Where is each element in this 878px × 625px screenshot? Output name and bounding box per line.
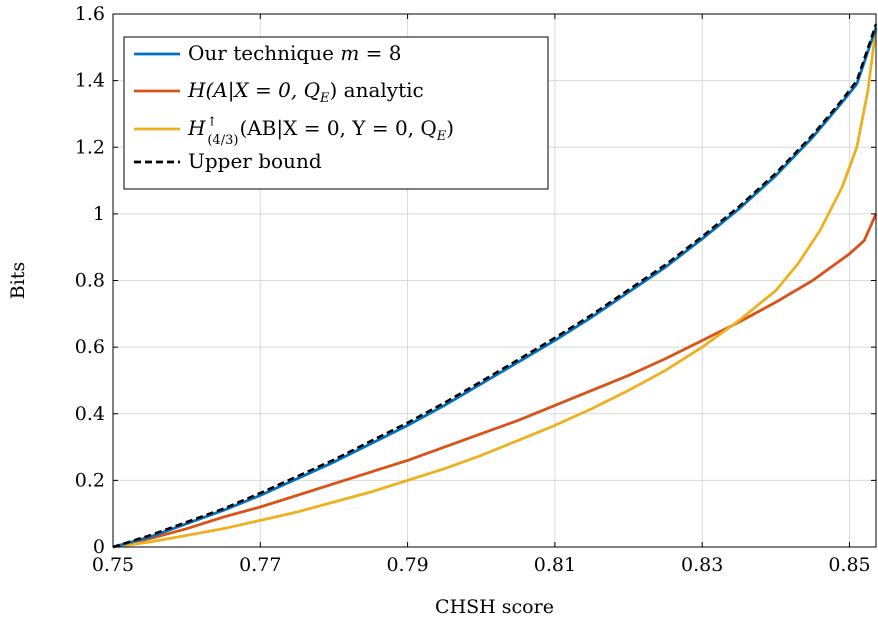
series-line-2 xyxy=(112,27,878,549)
tick-labels: 0.75 0.77 0.79 0.81 0.83 0.8500.20.40.60.811.… xyxy=(75,3,871,576)
y-tick-label: 0.6 xyxy=(75,336,105,358)
legend-entry-1: H(A|X = 0, QE) analytic xyxy=(187,78,424,106)
x-tick-label: 0.77 xyxy=(239,554,281,576)
legend: Our technique m = 8 H(A|X = 0, QE) analyt… xyxy=(123,36,549,190)
series-line-0 xyxy=(112,26,878,549)
legend-entry-2: H↑ (4/3)(AB|X = 0, Y = 0, QE) xyxy=(187,115,454,148)
series-line-3 xyxy=(112,23,878,549)
legend-box xyxy=(123,36,549,190)
y-tick-label: 0.2 xyxy=(75,469,105,491)
y-tick-label: 1 xyxy=(93,203,105,225)
y-axis-label: Bits xyxy=(7,262,29,299)
x-tick-label: 0.85 xyxy=(828,554,870,576)
y-tick-label: 0 xyxy=(93,536,105,558)
tick-marks xyxy=(112,13,876,548)
y-tick-label: 1.2 xyxy=(75,136,105,158)
x-axis-label: CHSH score xyxy=(435,596,554,618)
series-layer xyxy=(112,23,878,549)
x-tick-label: 0.81 xyxy=(534,554,576,576)
x-tick-label: 0.79 xyxy=(386,554,428,576)
series-line-1 xyxy=(112,213,878,549)
y-tick-label: 0.8 xyxy=(75,270,105,292)
x-tick-label: 0.75 xyxy=(92,554,134,576)
y-tick-label: 0.4 xyxy=(75,403,105,425)
x-tick-label: 0.83 xyxy=(681,554,723,576)
y-tick-label: 1.4 xyxy=(75,70,105,92)
legend-entry-0: Our technique m = 8 xyxy=(188,41,401,65)
legend-entry-3: Upper bound xyxy=(188,149,322,173)
y-tick-label: 1.6 xyxy=(75,3,105,25)
